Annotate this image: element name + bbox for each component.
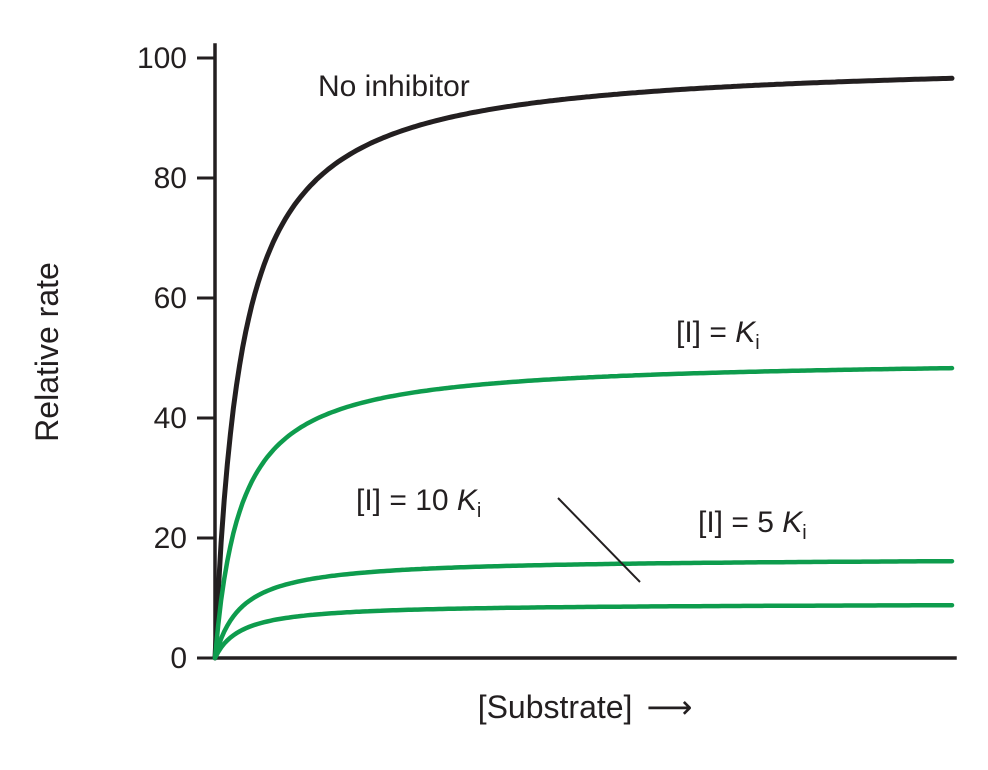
x-axis-label: [Substrate] ⟶ [385,688,785,726]
10ki-subscript: i [476,500,482,522]
y-tick-label: 40 [154,402,187,435]
label-I-equals-Ki: [I] = Ki [676,316,760,353]
y-tick-label: 60 [154,282,187,315]
y-tick-label: 0 [170,642,187,675]
10ki-symbol: K [456,484,477,517]
label-10ki-prefix: [I] = 10 [356,484,457,517]
ki-subscript: i [755,332,760,354]
y-tick-label: 20 [154,522,187,555]
ki-symbol: K [735,316,756,349]
x-axis-text: [Substrate] [477,689,633,725]
y-tick-label: 100 [137,42,187,75]
y-axis-title: Relative rate [29,262,65,442]
curve--i-5-ki [212,558,955,661]
label-no-inhibitor: No inhibitor [318,70,470,103]
annotation-pointer-line [557,497,641,583]
right-arrow-icon: ⟶ [646,689,693,725]
5ki-symbol: K [782,506,803,539]
label-5ki-prefix: [I] = 5 [698,506,783,539]
5ki-subscript: i [802,522,807,544]
label-ki-prefix: [I] = [676,316,736,349]
label-I-equals-5Ki: [I] = 5 Ki [698,506,807,543]
curve--i-ki [212,365,955,661]
y-tick-label: 80 [154,162,187,195]
curve-no-inhibitor [212,75,955,661]
label-I-equals-10Ki: [I] = 10 Ki [356,484,481,521]
curve--i-10-ki [212,602,955,661]
